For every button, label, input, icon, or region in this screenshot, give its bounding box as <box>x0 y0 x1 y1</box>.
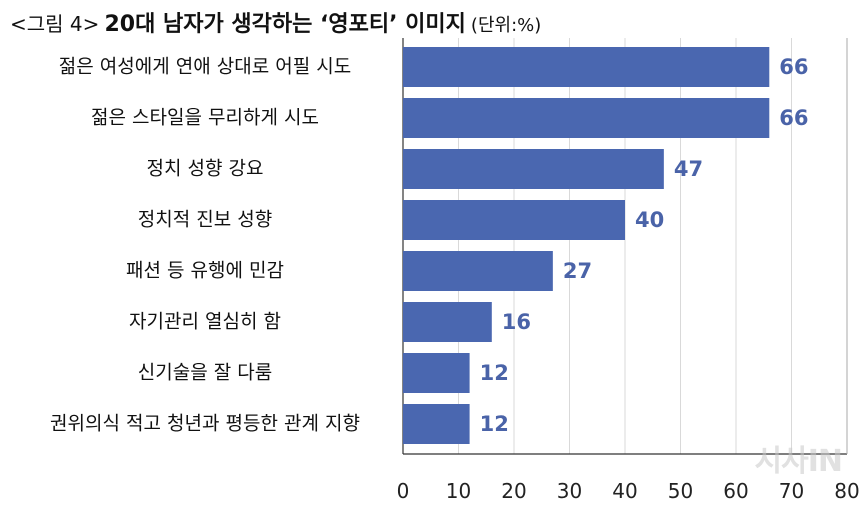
figure-number: <그림 4> <box>10 12 100 36</box>
value-label-0: 66 <box>779 55 808 79</box>
bar-6 <box>403 353 470 393</box>
category-label-5: 자기관리 열심히 함 <box>129 311 281 333</box>
x-tick-label-4: 40 <box>612 479 637 503</box>
bar-5 <box>403 302 492 342</box>
category-label-2: 정치 성향 강요 <box>147 158 264 180</box>
unit-label: (단위:%) <box>470 15 542 36</box>
category-label-1: 젊은 스타일을 무리하게 시도 <box>91 107 319 129</box>
value-label-3: 40 <box>635 208 664 232</box>
value-label-6: 12 <box>480 361 509 385</box>
bar-1 <box>403 98 770 138</box>
category-label-6: 신기술을 잘 다룸 <box>138 362 272 384</box>
value-label-5: 16 <box>502 310 531 334</box>
x-tick-label-0: 0 <box>397 479 410 503</box>
value-label-7: 12 <box>480 412 509 436</box>
x-tick-label-6: 60 <box>723 479 748 503</box>
bar-0 <box>403 47 770 87</box>
bar-2 <box>403 149 664 189</box>
value-label-4: 27 <box>563 259 592 283</box>
x-tick-label-1: 10 <box>446 479 471 503</box>
bar-7 <box>403 404 470 444</box>
watermark-logo: 시사IN <box>754 444 843 479</box>
x-tick-label-8: 80 <box>834 479 859 503</box>
value-label-1: 66 <box>779 106 808 130</box>
bar-3 <box>403 200 625 240</box>
x-tick-label-7: 70 <box>779 479 804 503</box>
bar-4 <box>403 251 553 291</box>
x-tick-label-5: 50 <box>668 479 693 503</box>
chart-title: <그림 4> 20대 남자가 생각하는 ‘영포티’ 이미지 (단위:%) <box>10 6 541 38</box>
category-label-7: 권위의식 적고 청년과 평등한 관계 지향 <box>50 413 360 435</box>
category-label-0: 젊은 여성에게 연애 상대로 어필 시도 <box>59 56 351 78</box>
x-tick-label-2: 20 <box>501 479 526 503</box>
category-label-3: 정치적 진보 성향 <box>138 209 272 231</box>
x-tick-label-3: 30 <box>557 479 582 503</box>
title-main: 20대 남자가 생각하는 ‘영포티’ 이미지 <box>104 12 466 37</box>
value-label-2: 47 <box>674 157 703 181</box>
category-label-4: 패션 등 유행에 민감 <box>126 260 284 282</box>
